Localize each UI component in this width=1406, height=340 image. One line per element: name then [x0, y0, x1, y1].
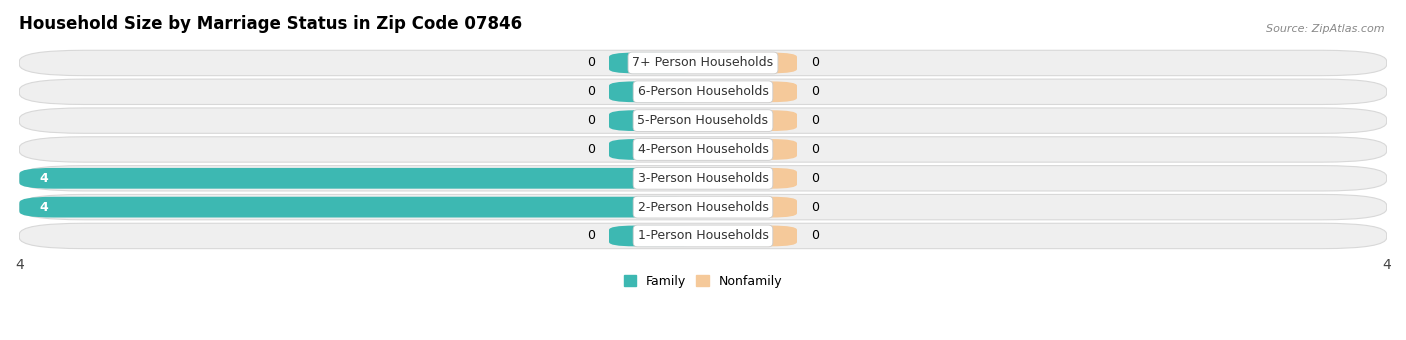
Text: 0: 0 [811, 143, 818, 156]
FancyBboxPatch shape [703, 139, 797, 160]
Text: 3-Person Households: 3-Person Households [637, 172, 769, 185]
Legend: Family, Nonfamily: Family, Nonfamily [619, 270, 787, 293]
FancyBboxPatch shape [20, 166, 1386, 191]
FancyBboxPatch shape [20, 197, 703, 218]
FancyBboxPatch shape [609, 110, 703, 131]
FancyBboxPatch shape [20, 50, 1386, 76]
FancyBboxPatch shape [609, 81, 703, 102]
Text: 0: 0 [811, 172, 818, 185]
Text: 2-Person Households: 2-Person Households [637, 201, 769, 214]
Text: 0: 0 [811, 230, 818, 242]
FancyBboxPatch shape [20, 108, 1386, 133]
FancyBboxPatch shape [703, 197, 797, 218]
Text: Household Size by Marriage Status in Zip Code 07846: Household Size by Marriage Status in Zip… [20, 15, 523, 33]
FancyBboxPatch shape [703, 81, 797, 102]
FancyBboxPatch shape [609, 139, 703, 160]
Text: 5-Person Households: 5-Person Households [637, 114, 769, 127]
FancyBboxPatch shape [703, 225, 797, 246]
Text: 4-Person Households: 4-Person Households [637, 143, 769, 156]
FancyBboxPatch shape [20, 223, 1386, 249]
Text: 4: 4 [39, 172, 49, 185]
Text: 6-Person Households: 6-Person Households [637, 85, 769, 98]
Text: 0: 0 [588, 85, 595, 98]
Text: 7+ Person Households: 7+ Person Households [633, 56, 773, 69]
FancyBboxPatch shape [609, 53, 703, 73]
Text: 4: 4 [39, 201, 49, 214]
FancyBboxPatch shape [20, 79, 1386, 104]
Text: 0: 0 [811, 56, 818, 69]
Text: 0: 0 [588, 230, 595, 242]
FancyBboxPatch shape [703, 53, 797, 73]
FancyBboxPatch shape [703, 110, 797, 131]
Text: 0: 0 [811, 201, 818, 214]
Text: 1-Person Households: 1-Person Households [637, 230, 769, 242]
Text: 0: 0 [811, 85, 818, 98]
FancyBboxPatch shape [609, 225, 703, 246]
FancyBboxPatch shape [20, 137, 1386, 162]
FancyBboxPatch shape [20, 168, 703, 189]
Text: Source: ZipAtlas.com: Source: ZipAtlas.com [1267, 24, 1385, 34]
Text: 0: 0 [811, 114, 818, 127]
Text: 0: 0 [588, 143, 595, 156]
FancyBboxPatch shape [703, 168, 797, 189]
Text: 0: 0 [588, 114, 595, 127]
FancyBboxPatch shape [20, 194, 1386, 220]
Text: 0: 0 [588, 56, 595, 69]
